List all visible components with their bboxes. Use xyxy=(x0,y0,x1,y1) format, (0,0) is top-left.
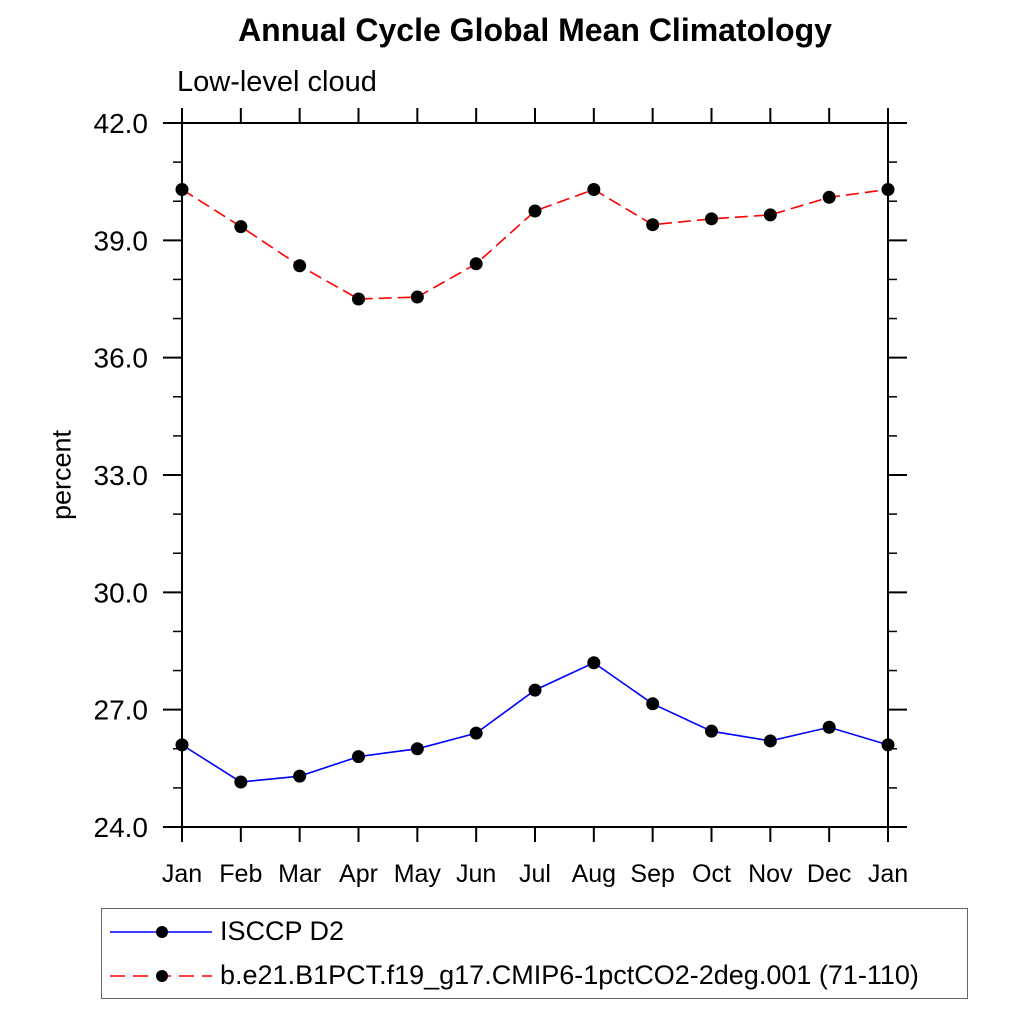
data-point-marker-series-1 xyxy=(469,257,483,271)
data-point-marker-series-1 xyxy=(293,259,307,273)
chart-title: Annual Cycle Global Mean Climatology xyxy=(238,12,832,48)
data-point-marker-series-0 xyxy=(528,683,542,697)
y-tick-label: 39.0 xyxy=(94,225,149,256)
plot-frame xyxy=(181,122,889,828)
x-tick-label: Dec xyxy=(807,860,851,888)
x-tick-label: Mar xyxy=(278,860,321,888)
y-tick-label: 42.0 xyxy=(94,108,149,139)
chart-subtitle: Low-level cloud xyxy=(177,66,377,98)
data-point-marker-series-0 xyxy=(175,738,189,752)
data-point-marker-series-1 xyxy=(646,218,660,232)
legend-item-model-run: b.e21.B1PCT.f19_g17.CMIP6-1pctCO2-2deg.0… xyxy=(107,954,967,998)
data-point-marker-series-1 xyxy=(528,204,542,218)
data-point-marker-series-0 xyxy=(763,734,777,748)
y-tick-label: 30.0 xyxy=(94,577,149,608)
data-point-marker-series-1 xyxy=(822,190,836,204)
data-point-marker-series-0 xyxy=(410,742,424,756)
data-point-marker-series-1 xyxy=(763,208,777,222)
x-tick-label: Jun xyxy=(456,860,496,888)
data-point-marker-series-0 xyxy=(293,769,307,783)
data-point-marker-series-0 xyxy=(646,697,660,711)
x-tick-label: Feb xyxy=(219,860,262,888)
y-tick-label: 36.0 xyxy=(94,343,149,374)
legend-sample-dashed-line xyxy=(110,969,212,982)
data-point-marker-series-0 xyxy=(352,750,365,764)
legend-label-isccp-d2: ISCCP D2 xyxy=(220,916,345,946)
data-point-marker-series-1 xyxy=(175,182,189,196)
x-tick-label: Nov xyxy=(748,860,793,888)
x-tick-label: Jan xyxy=(162,860,202,888)
data-point-marker-series-1 xyxy=(352,292,365,306)
data-point-marker-series-0 xyxy=(705,724,718,738)
x-tick-label: Aug xyxy=(572,860,616,888)
y-tick-label: 27.0 xyxy=(94,695,149,726)
legend-sample-solid-line xyxy=(110,925,212,938)
data-point-marker-series-0 xyxy=(822,720,836,734)
y-tick-label: 24.0 xyxy=(94,812,149,843)
x-tick-label: Jan xyxy=(868,860,908,888)
data-point-marker-series-0 xyxy=(234,775,248,789)
x-tick-label: Apr xyxy=(339,860,378,888)
legend-label-model-run: b.e21.B1PCT.f19_g17.CMIP6-1pctCO2-2deg.0… xyxy=(220,960,919,990)
data-point-marker-series-1 xyxy=(881,182,895,196)
data-point-marker-series-1 xyxy=(410,290,424,304)
x-tick-label: May xyxy=(394,860,442,888)
legend-box: ISCCP D2 b.e21.B1PCT.f19_g17.CMIP6-1pctC… xyxy=(101,908,968,999)
y-tick-label: 33.0 xyxy=(94,460,149,491)
data-point-marker-series-0 xyxy=(881,738,895,752)
data-point-marker-series-1 xyxy=(234,220,248,234)
series-line-0 xyxy=(181,661,889,783)
data-point-marker-series-1 xyxy=(705,212,718,226)
data-point-marker-series-0 xyxy=(587,656,601,670)
x-tick-label: Jul xyxy=(519,860,551,888)
x-tick-label: Oct xyxy=(692,860,731,888)
data-point-marker-series-0 xyxy=(469,726,483,740)
x-tick-label: Sep xyxy=(630,860,674,888)
legend-item-isccp-d2: ISCCP D2 xyxy=(107,910,967,954)
data-point-marker-series-1 xyxy=(587,182,601,196)
